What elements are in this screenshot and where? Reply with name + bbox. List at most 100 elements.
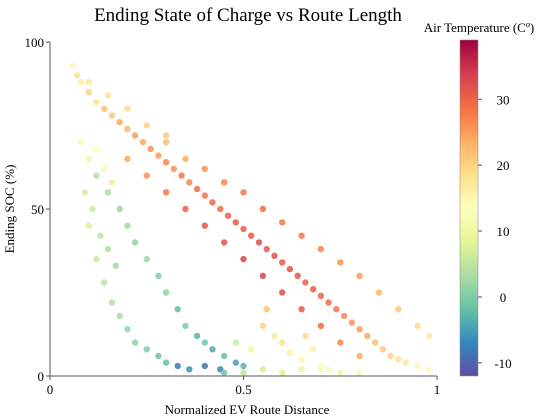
- data-point: [116, 312, 123, 320]
- y-tick-label: 50: [31, 202, 44, 217]
- data-point: [240, 255, 247, 263]
- data-point: [414, 362, 421, 370]
- data-point: [182, 322, 189, 330]
- data-point: [224, 212, 232, 219]
- data-point: [240, 362, 247, 370]
- data-point: [259, 366, 267, 373]
- data-point: [155, 272, 162, 279]
- data-point: [221, 179, 228, 186]
- data-point: [340, 312, 348, 320]
- data-point: [259, 272, 267, 279]
- data-point: [317, 245, 325, 253]
- y-tick-label: 100: [25, 35, 45, 50]
- data-point: [337, 259, 344, 266]
- y-ticks: 0 50 100: [25, 35, 50, 384]
- data-point: [317, 366, 325, 373]
- data-point: [104, 92, 112, 99]
- data-point: [93, 98, 100, 106]
- data-point: [317, 292, 325, 299]
- data-point: [387, 352, 394, 360]
- data-point: [310, 286, 317, 293]
- data-point: [162, 159, 170, 166]
- data-point: [162, 189, 170, 196]
- data-point: [162, 289, 170, 296]
- data-point: [162, 359, 170, 366]
- data-point: [279, 259, 286, 266]
- data-point: [248, 232, 255, 239]
- data-point: [364, 332, 371, 340]
- data-point: [182, 205, 189, 213]
- data-point: [81, 189, 89, 196]
- data-point: [193, 185, 201, 193]
- data-point: [271, 252, 278, 259]
- data-point: [147, 145, 154, 153]
- data-point: [279, 289, 286, 296]
- x-tick-label: 0.5: [235, 382, 251, 397]
- data-point: [124, 105, 131, 113]
- data-point: [93, 255, 100, 263]
- data-point: [356, 326, 363, 333]
- data-point: [193, 332, 201, 340]
- data-point: [240, 369, 247, 376]
- data-point: [174, 362, 181, 370]
- data-point: [240, 225, 247, 233]
- colorbar-ticks: -10 0 10 20 30: [478, 92, 512, 371]
- data-point: [263, 306, 270, 313]
- data-point: [85, 222, 92, 229]
- data-point: [70, 62, 77, 69]
- data-point: [298, 232, 305, 239]
- data-point: [337, 369, 344, 376]
- data-point: [279, 339, 286, 346]
- data-point: [221, 369, 228, 376]
- data-point: [375, 289, 383, 296]
- y-axis-title: Ending SOC (%): [2, 165, 17, 254]
- data-point: [143, 122, 150, 129]
- data-point: [302, 332, 309, 340]
- colorbar-tick-label: 20: [497, 158, 510, 173]
- data-point: [85, 88, 92, 96]
- colorbar-tick-label: -10: [494, 356, 511, 371]
- data-point: [155, 152, 162, 159]
- data-point: [379, 346, 386, 353]
- data-point: [221, 239, 228, 246]
- data-point: [232, 219, 239, 226]
- data-point: [209, 199, 216, 206]
- colorbar-title: Air Temperature (Cº): [424, 20, 534, 35]
- data-point: [77, 78, 85, 86]
- data-point: [108, 112, 116, 119]
- data-point: [143, 346, 150, 353]
- data-point: [124, 222, 131, 229]
- data-point: [131, 339, 139, 346]
- data-point: [116, 205, 123, 213]
- data-point: [255, 239, 263, 246]
- data-point: [414, 322, 421, 330]
- data-point: [93, 145, 100, 153]
- data-point: [271, 332, 278, 340]
- data-point: [104, 189, 112, 196]
- data-point: [186, 366, 193, 373]
- data-point: [279, 369, 286, 376]
- data-point: [104, 245, 112, 253]
- data-point: [170, 165, 177, 173]
- data-point: [294, 272, 301, 279]
- data-point: [279, 219, 286, 226]
- data-point: [89, 205, 96, 213]
- data-point: [201, 222, 208, 229]
- data-point: [286, 349, 294, 356]
- data-point: [162, 139, 170, 146]
- data-point: [178, 172, 185, 179]
- data-point: [77, 139, 85, 146]
- chart-title: Ending State of Charge vs Route Length: [94, 5, 402, 26]
- data-point: [356, 352, 363, 360]
- data-point: [93, 172, 100, 179]
- data-point: [232, 339, 239, 346]
- data-point: [248, 346, 255, 353]
- data-point: [124, 326, 131, 333]
- data-point: [97, 232, 104, 239]
- data-point: [310, 346, 317, 353]
- data-point: [371, 339, 379, 346]
- data-point: [101, 279, 108, 286]
- data-point: [426, 332, 433, 340]
- x-tick-label: 1: [434, 382, 441, 397]
